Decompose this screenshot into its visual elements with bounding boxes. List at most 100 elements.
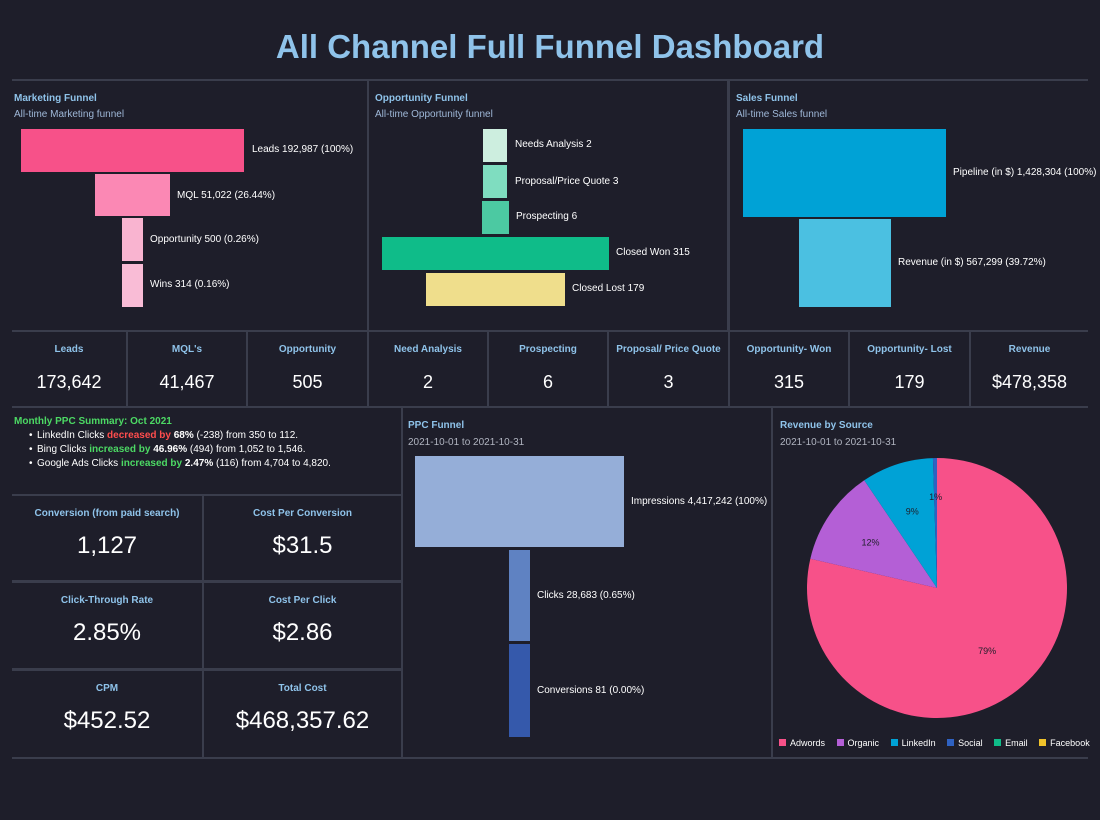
legend-organic[interactable]: Organic <box>836 738 880 748</box>
metric-label: Click-Through Rate <box>60 595 154 606</box>
revenue-source-title: Revenue by Source <box>780 420 873 431</box>
swatch-linkedin <box>890 739 898 746</box>
marketing-bar-opportunity[interactable] <box>122 218 143 261</box>
legend-label: Adwords <box>790 738 826 748</box>
metric-cost-per-conversion: Cost Per Conversion $31.5 <box>204 496 401 580</box>
swatch-social <box>947 739 955 746</box>
opportunity-label-needs-analysis: Needs Analysis 2 <box>515 139 592 150</box>
ppc-summary-line-bing: Bing Clicks increased by 46.96% (494) fr… <box>29 444 306 455</box>
ppc-label-conversions: Conversions 81 (0.00%) <box>537 685 645 696</box>
kpi-label: Leads <box>54 344 84 355</box>
metric-value: $452.52 <box>63 707 151 734</box>
kpi-value: 179 <box>894 372 925 392</box>
revenue-source-panel: Revenue by Source 2021-10-01 to 2021-10-… <box>773 408 1088 757</box>
revenue-source-date: 2021-10-01 to 2021-10-31 <box>780 437 897 448</box>
ppc-funnel-date: 2021-10-01 to 2021-10-31 <box>408 437 525 448</box>
marketing-label-leads: Leads 192,987 (100%) <box>252 144 354 155</box>
opportunity-label-closed-lost: Closed Lost 179 <box>572 283 645 294</box>
metric-value: $2.86 <box>272 619 333 646</box>
kpi-need-analysis: Need Analysis 2 <box>369 332 487 406</box>
opportunity-funnel-subtitle: All-time Opportunity funnel <box>375 109 493 120</box>
swatch-adwords <box>779 739 786 746</box>
kpi-opportunity: Opportunity 505 <box>248 332 367 406</box>
opportunity-bar-prospecting[interactable] <box>482 201 509 234</box>
opportunity-funnel-title: Opportunity Funnel <box>375 93 468 104</box>
legend-linkedin[interactable]: LinkedIn <box>890 738 936 748</box>
ppc-bar-impressions[interactable] <box>415 456 624 547</box>
metric-cost-per-click: Cost Per Click $2.86 <box>204 583 401 668</box>
marketing-bar-leads[interactable] <box>21 129 244 172</box>
swatch-organic <box>836 739 844 746</box>
marketing-bar-mql[interactable] <box>95 174 170 216</box>
metric-value: $468,357.62 <box>235 707 370 734</box>
opportunity-bar-closed-won[interactable] <box>382 237 609 270</box>
ppc-label-impressions: Impressions 4,417,242 (100%) <box>631 496 768 507</box>
sales-bar-revenue[interactable] <box>799 219 891 307</box>
legend-label: Facebook <box>1050 738 1090 748</box>
metric-label: Cost Per Conversion <box>253 508 352 519</box>
kpi-value: 315 <box>773 372 805 392</box>
metric-conversion: Conversion (from paid search) 1,127 <box>12 496 202 580</box>
legend-label: Organic <box>847 738 880 748</box>
kpi-prospecting: Prospecting 6 <box>489 332 607 406</box>
ppc-bar-conversions[interactable] <box>509 644 530 737</box>
sales-label-revenue: Revenue (in $) 567,299 (39.72%) <box>898 257 1046 268</box>
metric-label: Cost Per Click <box>268 595 337 606</box>
legend-label: LinkedIn <box>901 738 936 748</box>
legend-adwords[interactable]: Adwords <box>779 738 825 748</box>
ppc-bar-clicks[interactable] <box>509 550 530 641</box>
metric-label: Total Cost <box>278 683 327 694</box>
sales-funnel-title: Sales Funnel <box>736 93 798 104</box>
opportunity-label-closed-won: Closed Won 315 <box>616 247 690 258</box>
kpi-label: Opportunity- Lost <box>867 344 952 355</box>
legend-email[interactable]: Email <box>994 738 1028 748</box>
metric-ctr: Click-Through Rate 2.85% <box>12 583 202 668</box>
legend-facebook[interactable]: Facebook <box>1039 738 1090 748</box>
metric-cpm: CPM $452.52 <box>12 671 202 757</box>
kpi-label: Opportunity <box>278 344 337 355</box>
opportunity-label-proposal: Proposal/Price Quote 3 <box>515 176 619 187</box>
kpi-value: 3 <box>663 372 674 392</box>
kpi-opportunity-won: Opportunity- Won 315 <box>730 332 848 406</box>
marketing-bar-wins[interactable] <box>122 264 143 307</box>
marketing-label-mql: MQL 51,022 (26.44%) <box>177 190 276 201</box>
swatch-facebook <box>1039 739 1047 746</box>
kpi-value: 6 <box>542 372 553 392</box>
kpi-label: Need Analysis <box>394 344 462 355</box>
swatch-email <box>994 739 1002 746</box>
ppc-summary-line-linkedin: LinkedIn Clicks decreased by 68% (-238) … <box>29 430 298 441</box>
metric-total-cost: Total Cost $468,357.62 <box>204 671 401 757</box>
opportunity-label-prospecting: Prospecting 6 <box>516 211 578 222</box>
marketing-funnel-subtitle: All-time Marketing funnel <box>14 109 125 120</box>
ppc-summary-line-google: Google Ads Clicks increased by 2.47% (11… <box>29 458 331 469</box>
marketing-funnel-panel: Marketing Funnel All-time Marketing funn… <box>12 81 367 330</box>
marketing-label-opportunity: Opportunity 500 (0.26%) <box>150 234 259 245</box>
metric-value: $31.5 <box>272 532 333 559</box>
ppc-funnel-title: PPC Funnel <box>408 420 465 431</box>
kpi-label: Opportunity- Won <box>746 344 832 355</box>
opportunity-bar-closed-lost[interactable] <box>426 273 565 306</box>
kpi-label: Revenue <box>1008 344 1051 355</box>
legend-label: Social <box>958 738 983 748</box>
legend-label: Email <box>1005 738 1028 748</box>
kpi-mqls: MQL's 41,467 <box>128 332 246 406</box>
kpi-label: MQL's <box>171 344 203 355</box>
pie-legend: Adwords Organic LinkedIn Social Email Fa… <box>779 738 1099 748</box>
metric-value: 2.85% <box>72 619 142 646</box>
page-title: All Channel Full Funnel Dashboard <box>275 28 825 65</box>
kpi-value: $478,358 <box>991 372 1068 392</box>
sales-bar-pipeline[interactable] <box>743 129 946 217</box>
sales-label-pipeline: Pipeline (in $) 1,428,304 (100%) <box>953 167 1097 178</box>
kpi-value: 505 <box>292 372 323 392</box>
marketing-funnel-title: Marketing Funnel <box>14 93 97 104</box>
metric-label: CPM <box>95 683 119 694</box>
ppc-summary-title: Monthly PPC Summary: Oct 2021 <box>14 416 172 427</box>
marketing-label-wins: Wins 314 (0.16%) <box>150 279 230 290</box>
legend-social[interactable]: Social <box>947 738 983 748</box>
opportunity-bar-proposal[interactable] <box>483 165 507 198</box>
kpi-label: Prospecting <box>519 344 577 355</box>
kpi-label: Proposal/ Price Quote <box>616 344 721 355</box>
opportunity-bar-needs-analysis[interactable] <box>483 129 507 162</box>
kpi-proposal: Proposal/ Price Quote 3 <box>609 332 728 406</box>
kpi-leads: Leads 173,642 <box>12 332 126 406</box>
